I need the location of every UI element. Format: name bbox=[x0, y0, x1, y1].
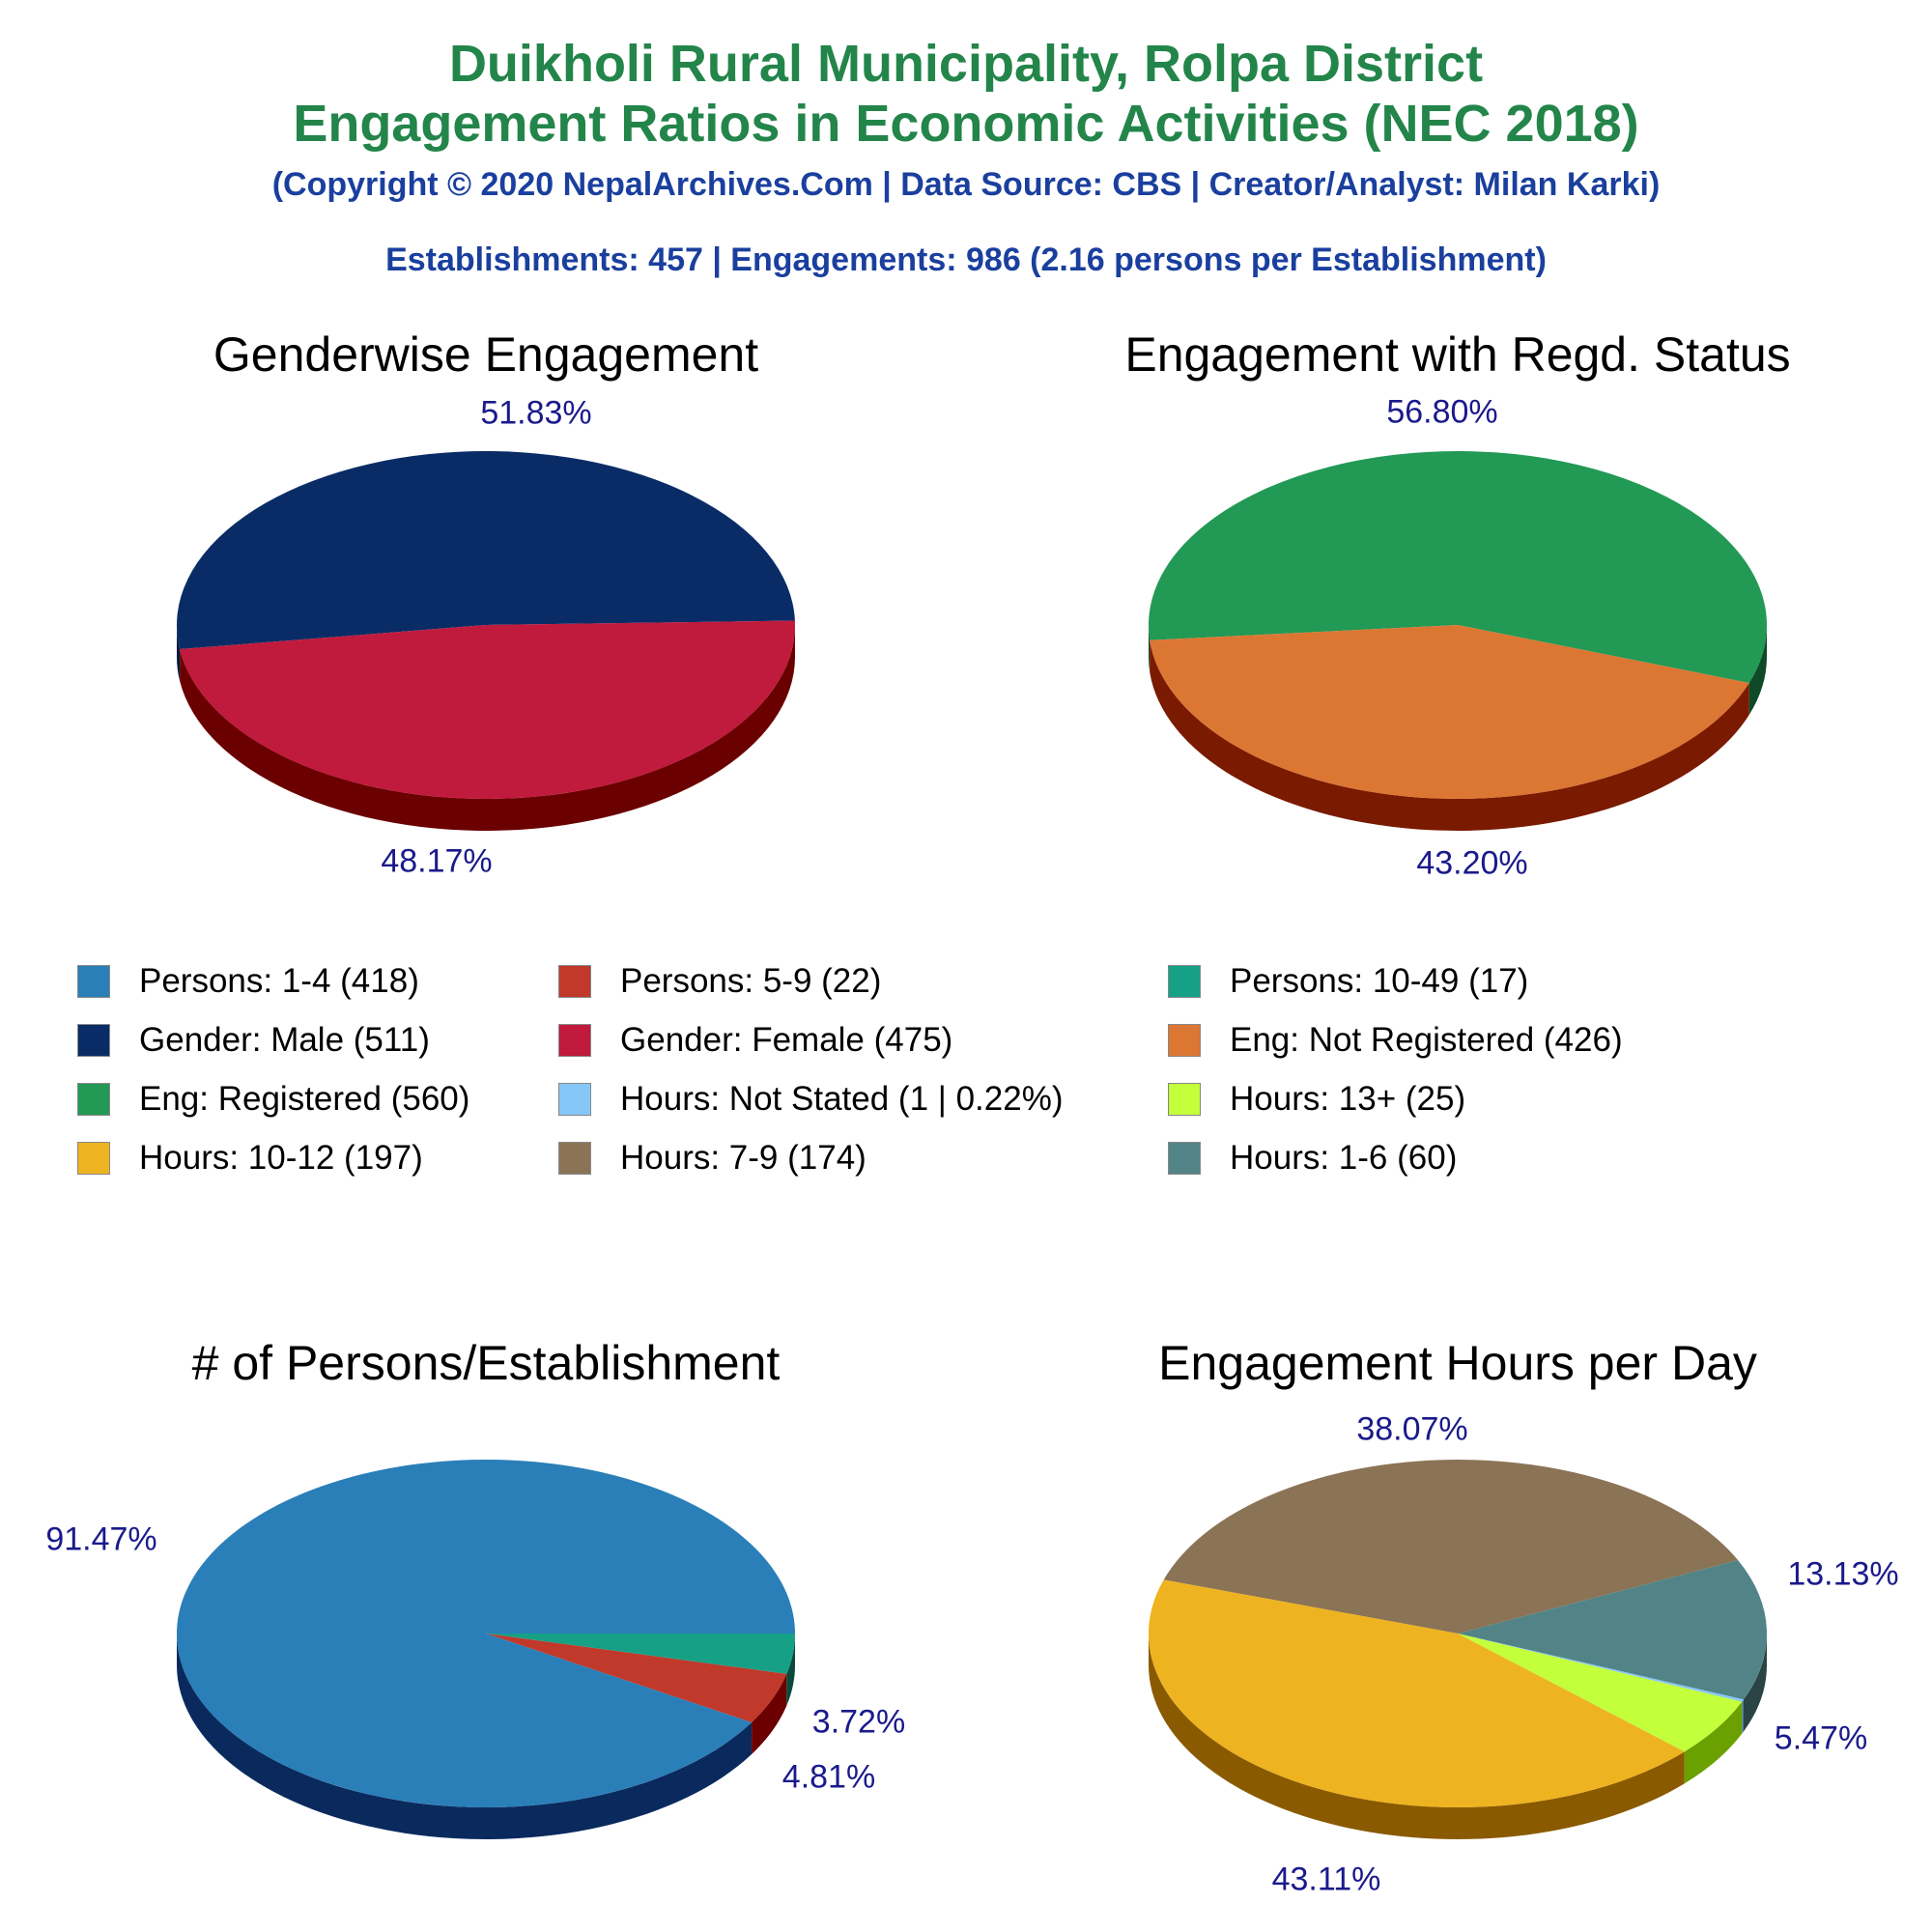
legend-item: Hours: 10-12 (197) bbox=[77, 1139, 423, 1178]
legend-item: Hours: Not Stated (1 | 0.22%) bbox=[558, 1080, 1063, 1119]
pie-slice bbox=[177, 1459, 795, 1807]
legend-label: Gender: Male (511) bbox=[139, 1021, 430, 1059]
pie-slice bbox=[1150, 625, 1749, 800]
pie-percent-label: 5.47% bbox=[1774, 1719, 1868, 1757]
legend-label: Persons: 5-9 (22) bbox=[620, 962, 882, 1000]
pie-slice bbox=[1458, 1634, 1743, 1752]
legend-item: Persons: 5-9 (22) bbox=[558, 962, 881, 1001]
legend-swatch bbox=[558, 965, 591, 998]
pie-slice-side bbox=[1748, 625, 1767, 715]
pie-slice bbox=[1163, 1460, 1739, 1634]
legend-item: Hours: 7-9 (174) bbox=[558, 1139, 867, 1178]
pie-title-gender: Genderwise Engagement bbox=[213, 327, 759, 382]
pie-percent-label: 38.07% bbox=[1356, 1410, 1468, 1448]
legend-swatch bbox=[558, 1142, 591, 1175]
pie-percent-label: 51.83% bbox=[480, 394, 592, 432]
pie-slice bbox=[1458, 1634, 1744, 1702]
chart-title-line2: Engagement Ratios in Economic Activities… bbox=[293, 95, 1639, 153]
legend-item: Gender: Female (475) bbox=[558, 1021, 952, 1060]
legend-label: Persons: 1-4 (418) bbox=[139, 962, 419, 1000]
pie-slice-side bbox=[176, 1634, 753, 1840]
legend-label: Persons: 10-49 (17) bbox=[1230, 962, 1529, 1000]
pie-title-hours: Engagement Hours per Day bbox=[1158, 1336, 1757, 1390]
pie-percent-label: 4.81% bbox=[781, 1758, 876, 1796]
legend-swatch bbox=[1168, 1024, 1201, 1057]
pie-slice bbox=[486, 1634, 787, 1722]
pie-percent-label: 3.72% bbox=[811, 1703, 906, 1741]
pie-chart-3 bbox=[1148, 1460, 1767, 1839]
pie-slice-side bbox=[1742, 1699, 1744, 1734]
legend-label: Hours: 1-6 (60) bbox=[1230, 1139, 1458, 1177]
pie-percent-label: 43.11% bbox=[1271, 1861, 1381, 1898]
pie-slice bbox=[1458, 1560, 1767, 1700]
legend-label: Eng: Not Registered (426) bbox=[1230, 1021, 1623, 1059]
pie-slice-side bbox=[752, 1673, 787, 1754]
pie-percent-label: 56.80% bbox=[1386, 393, 1498, 431]
pie-title-regd: Engagement with Regd. Status bbox=[1124, 327, 1791, 382]
legend-item: Hours: 13+ (25) bbox=[1168, 1080, 1465, 1119]
pie-slice bbox=[177, 451, 795, 650]
pie-slice-side bbox=[1149, 1634, 1685, 1839]
legend-swatch bbox=[1168, 1083, 1201, 1116]
legend-item: Persons: 10-49 (17) bbox=[1168, 962, 1528, 1001]
pie-title-persons: # of Persons/Establishment bbox=[191, 1336, 781, 1390]
legend-label: Hours: 7-9 (174) bbox=[620, 1139, 867, 1177]
pie-chart-2 bbox=[176, 1459, 795, 1840]
pie-chart-0 bbox=[177, 451, 796, 832]
legend-item: Persons: 1-4 (418) bbox=[77, 962, 419, 1001]
legend-item: Eng: Not Registered (426) bbox=[1168, 1021, 1623, 1060]
legend-item: Eng: Registered (560) bbox=[77, 1080, 469, 1119]
pie-slice-side bbox=[180, 625, 796, 832]
legend-swatch bbox=[77, 1083, 110, 1116]
legend-swatch bbox=[558, 1083, 591, 1116]
legend-swatch bbox=[558, 1024, 591, 1057]
pie-slice bbox=[180, 620, 796, 800]
legend-item: Hours: 1-6 (60) bbox=[1168, 1139, 1457, 1178]
legend-swatch bbox=[77, 1142, 110, 1175]
legend-item: Gender: Male (511) bbox=[77, 1021, 430, 1060]
pie-slice-side bbox=[1150, 639, 1749, 832]
pie-percent-label: 13.13% bbox=[1787, 1555, 1899, 1593]
pie-chart-1 bbox=[1149, 451, 1767, 832]
pie-percent-label: 48.17% bbox=[381, 842, 493, 880]
pie-slice-side bbox=[786, 1634, 795, 1706]
legend-swatch bbox=[77, 965, 110, 998]
pie-slice bbox=[486, 1634, 795, 1674]
pie-slice-side bbox=[177, 625, 181, 682]
pie-slice bbox=[1148, 1579, 1685, 1808]
copyright-line: (Copyright © 2020 NepalArchives.Com | Da… bbox=[271, 166, 1661, 203]
legend-label: Gender: Female (475) bbox=[620, 1021, 953, 1059]
pie-slice bbox=[1149, 451, 1767, 683]
legend-label: Eng: Registered (560) bbox=[139, 1080, 470, 1118]
pie-slice-side bbox=[1743, 1634, 1767, 1732]
summary-line: Establishments: 457 | Engagements: 986 (… bbox=[385, 242, 1547, 278]
pie-slice-side bbox=[1684, 1701, 1743, 1784]
legend-label: Hours: Not Stated (1 | 0.22%) bbox=[620, 1080, 1064, 1118]
pie-percent-label: 91.47% bbox=[45, 1520, 157, 1558]
legend-swatch bbox=[77, 1024, 110, 1057]
legend-swatch bbox=[1168, 965, 1201, 998]
legend-label: Hours: 10-12 (197) bbox=[139, 1139, 423, 1177]
legend-label: Hours: 13+ (25) bbox=[1230, 1080, 1466, 1118]
chart-title-line1: Duikholi Rural Municipality, Rolpa Distr… bbox=[448, 35, 1484, 93]
legend-swatch bbox=[1168, 1142, 1201, 1175]
pie-slice-side bbox=[1149, 625, 1151, 672]
pie-percent-label: 43.20% bbox=[1416, 844, 1528, 882]
